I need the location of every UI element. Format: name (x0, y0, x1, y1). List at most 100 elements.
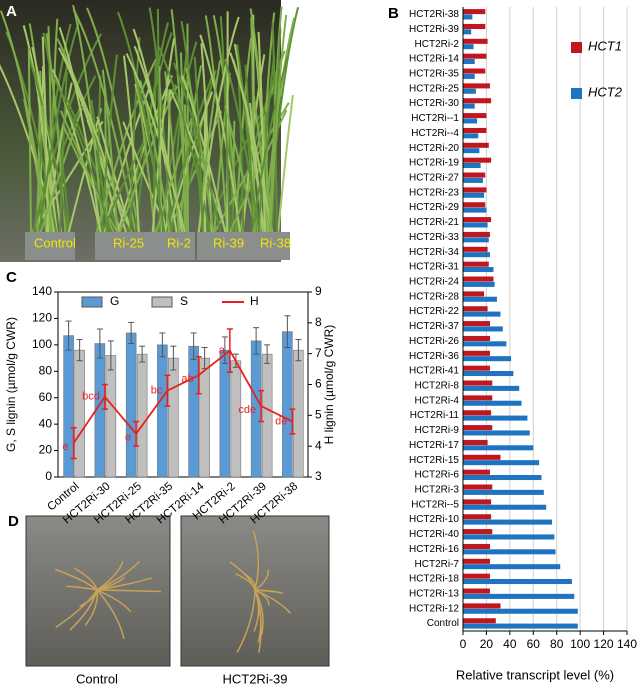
y-tick-label: HCT2Ri-8 (415, 380, 460, 391)
legend-label: G (110, 294, 119, 308)
panel-letter: D (8, 513, 19, 530)
y-tick-label: HCT2Ri-12 (409, 603, 459, 614)
bar (463, 519, 553, 525)
bar (463, 23, 486, 29)
grass (172, 62, 222, 233)
bar (188, 345, 199, 478)
bar (463, 207, 487, 213)
grass (229, 52, 273, 233)
grass (58, 71, 68, 233)
grass (251, 56, 289, 233)
bar (463, 231, 490, 237)
y2-tick-label: 8 (315, 315, 322, 329)
bar (463, 326, 503, 332)
bar (463, 549, 556, 555)
y-tick-label: HCT2Ri-35 (409, 68, 459, 79)
root (96, 589, 132, 613)
root (253, 589, 260, 632)
bar (125, 332, 137, 478)
bar (230, 360, 242, 478)
grass (131, 62, 156, 233)
significance-label: e (63, 441, 69, 453)
bar (463, 306, 488, 312)
y-tick-label: HCT2Ri-28 (409, 291, 459, 302)
y-tick-label: HCT2Ri-29 (409, 202, 459, 213)
grass (193, 56, 204, 233)
bar (463, 543, 490, 549)
pot (95, 232, 145, 260)
grass (152, 61, 157, 233)
root (236, 589, 256, 653)
bar (199, 357, 210, 478)
line (72, 349, 293, 444)
y-tick-label: HCT2Ri-23 (409, 187, 459, 198)
y-tick-label: HCT2Ri-19 (409, 158, 459, 169)
bar (463, 113, 487, 119)
grass (277, 95, 294, 233)
y-tick-label: 20 (39, 443, 53, 457)
grass (53, 76, 112, 233)
legend-label: HCT1 (588, 38, 622, 53)
grass (151, 38, 176, 233)
bar (463, 350, 490, 356)
y-tick-label: HCT2Ri-37 (409, 321, 459, 332)
y-tick-label: HCT2Ri-31 (409, 262, 459, 273)
root (254, 589, 277, 593)
bar (463, 133, 479, 139)
bar (463, 291, 485, 297)
x-tick-label: 60 (527, 637, 541, 651)
bar (463, 177, 483, 183)
grass (156, 8, 161, 233)
bar (463, 246, 488, 252)
y-tick-label: HCT2Ri-26 (409, 336, 459, 347)
bar (463, 445, 534, 451)
root (55, 589, 98, 628)
y-tick-label: 0 (45, 469, 52, 483)
bar (463, 73, 475, 79)
significance-label: cde (238, 404, 256, 416)
bar (463, 127, 487, 133)
bar (463, 83, 490, 89)
y-tick-label: HCT2Ri-41 (409, 366, 459, 377)
grass (155, 106, 197, 233)
bar (463, 410, 492, 416)
bar (463, 222, 488, 228)
y-tick-label: 120 (32, 311, 52, 325)
bar (463, 202, 486, 208)
panel-letter: B (388, 5, 399, 22)
y-tick-label: HCT2Ri--5 (411, 499, 459, 510)
photo-label: Control (76, 671, 118, 686)
bar (463, 454, 501, 460)
y-tick-label: HCT2Ri-34 (409, 247, 459, 258)
legend-swatch (571, 42, 582, 53)
bar (463, 608, 578, 614)
bar (463, 380, 493, 386)
y2-axis-label: H lignin (µmol/g CWR) (322, 325, 336, 445)
bar (463, 564, 561, 570)
bar (157, 344, 168, 478)
y-tick-label: HCT2Ri-4 (415, 395, 460, 406)
y-tick-label: HCT2Ri-10 (409, 514, 459, 525)
bar (463, 217, 492, 223)
root (79, 589, 98, 608)
grass (229, 109, 288, 233)
bar (463, 579, 572, 585)
bar (463, 172, 486, 178)
significance-label: bcd (82, 391, 100, 403)
photo-label: Ri-39 (213, 235, 244, 250)
grass (38, 20, 81, 233)
x-tick-label: 120 (594, 637, 614, 651)
y-tick-label: HCT2Ri--4 (411, 128, 459, 139)
bar (463, 385, 520, 391)
grass (32, 33, 103, 233)
bar (463, 400, 522, 406)
root (252, 530, 260, 591)
y-tick-label: HCT2Ri-3 (415, 484, 460, 495)
y-tick-label: HCT2Ri--1 (411, 113, 459, 124)
y-tick-label: 80 (39, 363, 53, 377)
root (96, 577, 152, 591)
pot (197, 232, 247, 260)
legend-swatch (571, 88, 582, 99)
bar (463, 371, 514, 377)
